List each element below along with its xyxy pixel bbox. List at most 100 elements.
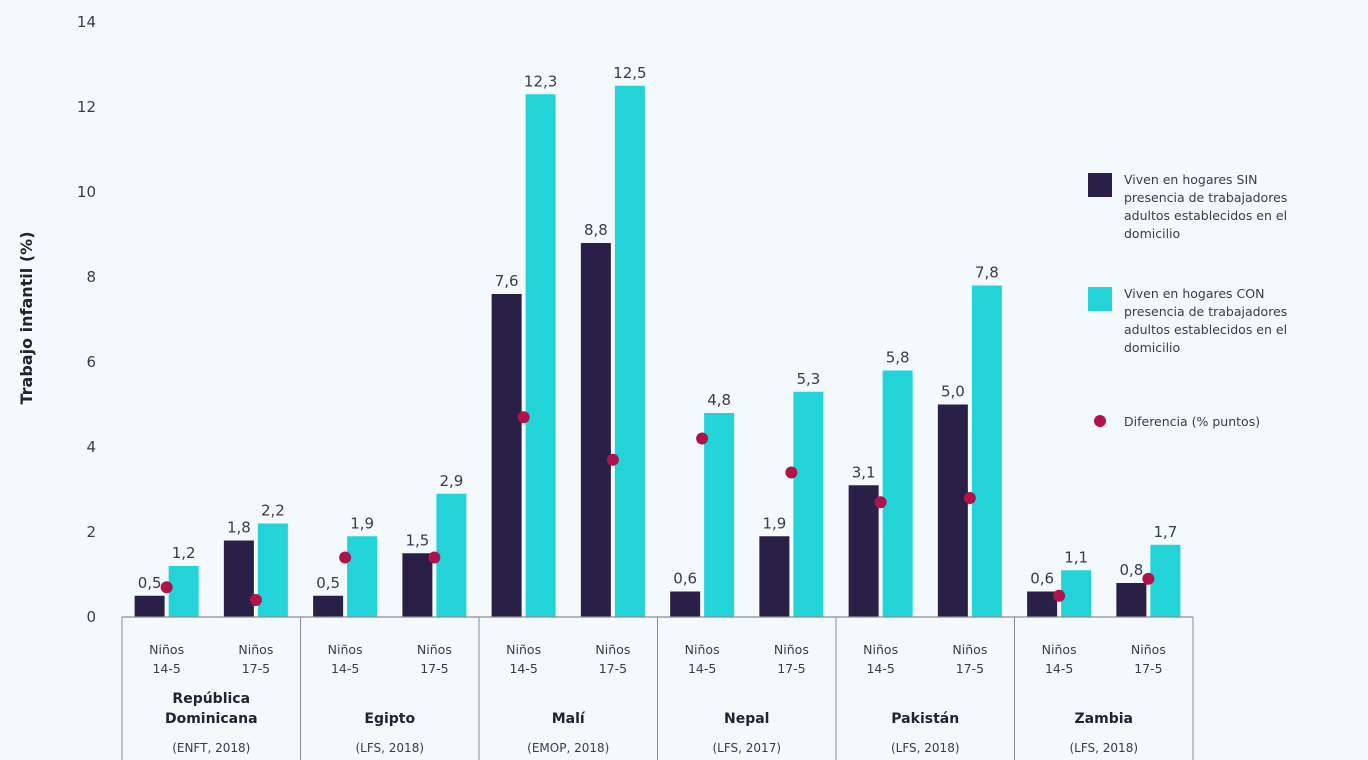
category-label: 17-5	[1134, 661, 1162, 676]
category-label: Niños	[506, 642, 541, 657]
y-tick-label: 6	[86, 353, 96, 371]
data-label-sin: 0,5	[138, 574, 162, 592]
difference-dot	[1142, 572, 1155, 585]
legend-label: adultos establecidos en el	[1124, 322, 1287, 337]
data-label-con: 1,9	[350, 514, 374, 532]
legend-label: adultos establecidos en el	[1124, 208, 1287, 223]
bar-sin	[670, 591, 701, 617]
country-label: Pakistán	[891, 711, 959, 727]
bar-con	[614, 85, 645, 617]
y-tick-label: 2	[86, 523, 96, 541]
data-label-con: 12,3	[524, 72, 557, 90]
x-axis-categories: Niños 14-5 Niños 17-5 República Dominicana (EN…	[121, 616, 1194, 760]
category-label: 17-5	[420, 661, 448, 676]
source-label: (LFS, 2018)	[1069, 741, 1138, 755]
source-label: (LFS, 2018)	[891, 741, 960, 755]
bar-con	[525, 94, 556, 617]
category-label: Niños	[1042, 642, 1077, 657]
y-tick-label: 10	[77, 183, 96, 201]
legend-swatch-diff	[1094, 415, 1106, 427]
data-label-sin: 7,6	[495, 272, 519, 290]
data-labels: 0,5 1,2 1,8 2,2 0,5 1,9 1,5 2,9 7,6 12,3 8,8 12,5 0,…	[138, 64, 1178, 592]
data-label-sin: 8,8	[584, 221, 608, 239]
category-label: Niños	[952, 642, 987, 657]
category-label: Niños	[328, 642, 363, 657]
data-label-con: 2,9	[439, 472, 463, 490]
y-tick-label: 14	[77, 13, 96, 31]
category-label: 14-5	[1045, 661, 1073, 676]
y-axis-ticks: 0 2 4 6 8 10 12 14	[77, 13, 96, 626]
country-label: Egipto	[364, 711, 415, 727]
country-label: República Dominicana	[165, 691, 258, 727]
difference-dot	[160, 581, 173, 594]
difference-dot	[339, 551, 352, 564]
data-label-con: 4,8	[707, 391, 731, 409]
difference-dot	[517, 411, 530, 424]
category-label: Niños	[149, 642, 184, 657]
data-label-con: 1,2	[172, 544, 196, 562]
y-tick-label: 0	[86, 608, 96, 626]
country-label: Zambia	[1075, 711, 1133, 727]
category-label: 17-5	[777, 661, 805, 676]
y-tick-label: 12	[77, 98, 96, 116]
legend-label: domicilio	[1124, 340, 1180, 355]
data-label-con: 5,8	[886, 349, 910, 367]
category-label: Niños	[774, 642, 809, 657]
bar-con	[1061, 570, 1092, 617]
data-label-sin: 0,6	[1030, 570, 1054, 588]
data-label-con: 5,3	[796, 370, 820, 388]
difference-points	[160, 411, 1155, 606]
category-label: Niños	[238, 642, 273, 657]
legend-label: Diferencia (% puntos)	[1124, 414, 1260, 429]
data-label-sin: 1,9	[762, 514, 786, 532]
bar-sin	[491, 294, 522, 617]
bar-sin	[402, 553, 433, 617]
difference-dot	[249, 594, 262, 606]
bar-sin	[313, 595, 344, 617]
category-label: 14-5	[152, 661, 180, 676]
bar-sin	[937, 404, 968, 617]
data-label-sin: 0,6	[673, 570, 697, 588]
difference-dot	[785, 466, 798, 479]
bar-sin	[1027, 591, 1058, 617]
difference-dot	[1053, 589, 1066, 602]
legend-label: domicilio	[1124, 226, 1180, 241]
data-label-sin: 0,8	[1119, 561, 1143, 579]
data-label-con: 1,1	[1064, 548, 1088, 566]
bar-sin	[134, 595, 165, 617]
difference-dot	[874, 496, 887, 509]
category-label: 17-5	[956, 661, 984, 676]
data-label-con: 7,8	[975, 264, 999, 282]
y-tick-label: 8	[86, 268, 96, 286]
legend-swatch-con	[1088, 287, 1112, 311]
data-label-sin: 1,8	[227, 519, 251, 537]
source-label: (LFS, 2018)	[355, 741, 424, 755]
legend: Viven en hogares SIN presencia de trabaja…	[1088, 172, 1287, 429]
source-label: (EMOP, 2018)	[527, 741, 609, 755]
bar-sin	[759, 536, 790, 617]
bar-con	[436, 493, 467, 617]
data-label-con: 2,2	[261, 502, 285, 520]
bar-sin	[848, 485, 879, 617]
category-label: Niños	[1131, 642, 1166, 657]
bar-con	[793, 391, 824, 617]
bar-sin	[1116, 583, 1147, 617]
difference-dot	[428, 551, 441, 564]
category-label: 14-5	[688, 661, 716, 676]
bar-con	[257, 523, 288, 617]
bar-sin	[223, 540, 254, 617]
bar-con	[882, 370, 913, 617]
legend-label: Viven en hogares SIN	[1124, 172, 1258, 187]
data-label-con: 1,7	[1153, 523, 1177, 541]
category-label: Niños	[417, 642, 452, 657]
bar-con	[704, 413, 735, 617]
category-label: Niños	[595, 642, 630, 657]
bar-sin	[580, 243, 611, 617]
category-label: 17-5	[599, 661, 627, 676]
difference-dot	[696, 432, 709, 445]
category-label: Niños	[863, 642, 898, 657]
data-label-sin: 5,0	[941, 383, 965, 401]
bar-con	[1150, 544, 1181, 617]
legend-label: presencia de trabajadores	[1124, 190, 1287, 205]
